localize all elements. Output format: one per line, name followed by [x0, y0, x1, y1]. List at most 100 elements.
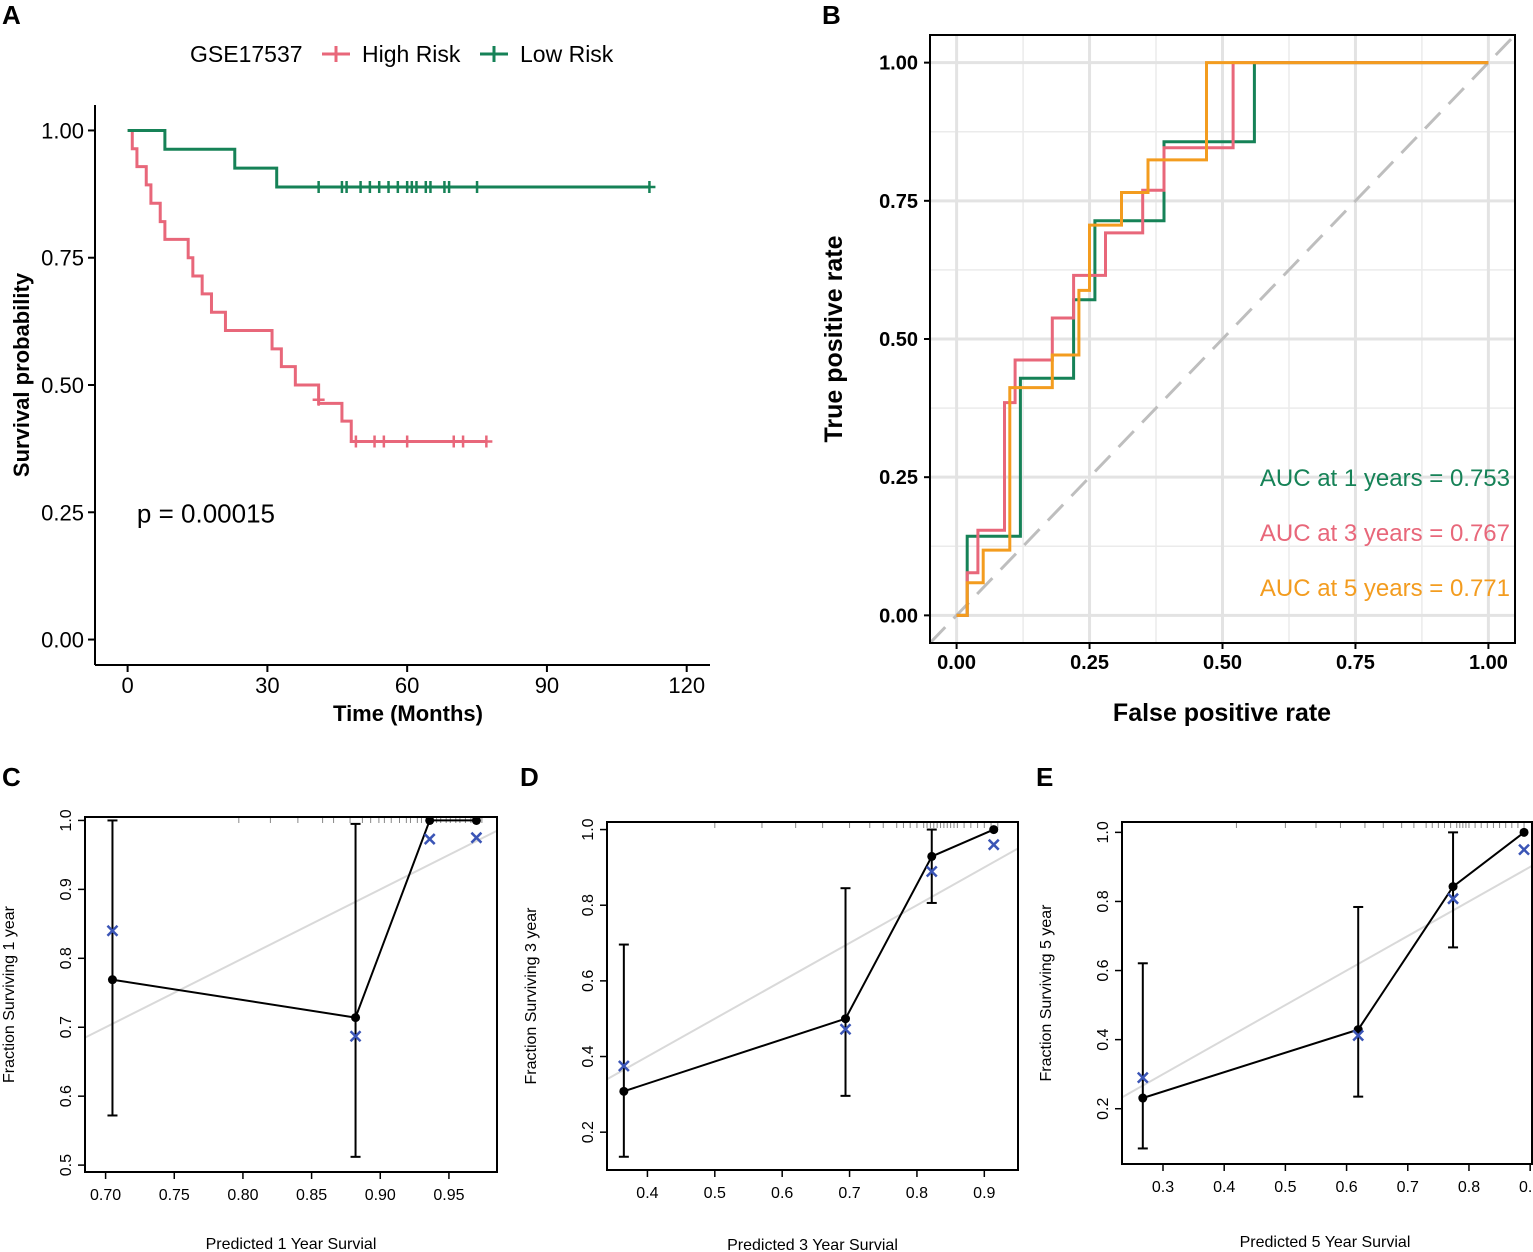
- plot-border: [606, 821, 1019, 1171]
- legend-label: Low Risk: [520, 41, 614, 67]
- censor-mark: [349, 435, 362, 448]
- bias-corrected-mark: [617, 1060, 630, 1072]
- bias-corrected-mark: [470, 831, 483, 844]
- observed-line: [1142, 831, 1525, 1099]
- roc-curve-1-year: [956, 61, 1489, 617]
- y-axis-title: Fraction Surviving 5 year: [1038, 904, 1055, 1082]
- roc-curve-5-year: [956, 61, 1489, 617]
- x-tick-label: 0.8: [906, 1185, 928, 1202]
- x-tick-label: 0.9: [1519, 1179, 1533, 1196]
- x-tick-label: 0.3: [1152, 1179, 1174, 1196]
- censor-mark: [401, 435, 414, 448]
- x-tick-label: 120: [668, 673, 705, 698]
- x-tick-label: 0.4: [1213, 1179, 1235, 1196]
- panel-label-d: D: [520, 762, 539, 792]
- observed-line: [623, 828, 995, 1093]
- y-tick-label: 0.5: [58, 1154, 75, 1176]
- p-value-annotation: p = 0.00015: [137, 498, 275, 528]
- y-tick-label: 0.8: [1095, 890, 1112, 912]
- panel-d-calibration-plot: 0.2 0.4 0.6 0.8 1.0 0.4 0.5 0.6 0.7 0.8 0.9 Predict…: [523, 818, 1019, 1252]
- x-tick-label: 0.8: [1458, 1179, 1480, 1196]
- x-tick-label: 0.75: [1336, 652, 1375, 674]
- x-tick-label: 0.7: [1397, 1179, 1419, 1196]
- bias-corrected-mark: [987, 838, 1000, 851]
- x-axis-title: False positive rate: [1113, 699, 1331, 727]
- y-tick-label: 1.0: [58, 809, 75, 831]
- censor-mark: [480, 435, 493, 448]
- censor-mark: [312, 393, 325, 406]
- x-tick-label: 0.6: [1335, 1179, 1357, 1196]
- x-tick-label: 60: [395, 673, 419, 698]
- x-tick-label: 0: [121, 673, 133, 698]
- observed-point: [351, 1013, 361, 1023]
- observed-point: [841, 1014, 851, 1024]
- observed-point: [619, 1086, 629, 1096]
- censor-mark: [643, 180, 656, 193]
- x-tick-label: 0.7: [838, 1185, 860, 1202]
- survival-curve-low-risk: [127, 128, 650, 189]
- y-tick-label: 0.6: [58, 1085, 75, 1107]
- y-tick-label: 0.4: [1095, 1028, 1112, 1050]
- x-tick-label: 0.00: [937, 652, 976, 674]
- plot-border: [1121, 821, 1533, 1165]
- x-tick-label: 0.95: [433, 1187, 464, 1204]
- bias-corrected-mark: [106, 924, 119, 937]
- panel-e-calibration-plot: 0.2 0.4 0.6 0.8 1.0 0.3 0.4 0.5 0.6 0.7 0.8 0.9 Pred…: [1038, 821, 1533, 1251]
- censor-mark: [312, 180, 325, 193]
- y-tick-label: 0.6: [1095, 959, 1112, 981]
- x-axis-title: Predicted 5 Year Survial: [1240, 1234, 1411, 1251]
- y-tick-label: 0.75: [41, 246, 84, 271]
- x-tick-label: 0.5: [1274, 1179, 1296, 1196]
- bias-corrected-mark: [1352, 1029, 1365, 1042]
- x-tick-label: 0.85: [296, 1187, 327, 1204]
- y-tick-label: 1.00: [879, 53, 918, 75]
- ideal-line: [606, 847, 1019, 1081]
- x-tick-label: 0.25: [1070, 652, 1109, 674]
- x-tick-label: 90: [535, 673, 559, 698]
- bias-corrected-mark: [349, 1030, 362, 1043]
- y-tick-label: 0.8: [58, 947, 75, 969]
- x-tick-label: 0.6: [771, 1185, 793, 1202]
- x-tick-label: 0.5: [704, 1185, 726, 1202]
- x-tick-label: 0.90: [365, 1187, 396, 1204]
- y-tick-label: 0.25: [879, 467, 918, 489]
- censor-mark: [471, 180, 484, 193]
- y-tick-label: 0.25: [41, 500, 84, 525]
- y-tick-label: 0.7: [58, 1016, 75, 1038]
- x-axis-title: Time (Months): [333, 701, 483, 726]
- observed-point: [989, 825, 999, 835]
- x-axis-title: Predicted 3 Year Survial: [727, 1237, 898, 1252]
- y-axis-title: Fraction Surviving 3 year: [523, 907, 540, 1085]
- y-axis-title: Survival probability: [9, 272, 34, 477]
- x-tick-label: 0.80: [227, 1187, 258, 1204]
- ideal-line: [1121, 865, 1533, 1099]
- y-tick-label: 1.0: [1095, 821, 1112, 843]
- x-axis-title: Predicted 1 Year Survial: [206, 1236, 377, 1252]
- x-tick-label: 0.50: [1203, 652, 1242, 674]
- panel-label-b: B: [822, 0, 841, 30]
- observed-point: [425, 815, 435, 825]
- y-tick-label: 0.00: [879, 605, 918, 627]
- y-tick-label: 1.0: [580, 818, 597, 840]
- y-tick-label: 0.2: [1095, 1098, 1112, 1120]
- y-axis-title: Fraction Surviving 1 year: [1, 905, 18, 1083]
- y-tick-label: 0.2: [580, 1121, 597, 1143]
- legend-title: GSE17537: [190, 41, 303, 67]
- y-tick-label: 0.00: [41, 628, 84, 653]
- auc-label: AUC at 3 years = 0.767: [1260, 520, 1510, 547]
- x-tick-label: 1.00: [1469, 652, 1508, 674]
- x-tick-label: 0.70: [90, 1187, 121, 1204]
- ideal-line: [84, 829, 498, 1039]
- survival-curve-high-risk: [127, 128, 487, 444]
- observed-line: [112, 819, 477, 1019]
- x-tick-label: 0.9: [973, 1185, 995, 1202]
- observed-point: [1448, 882, 1458, 892]
- plot-border: [84, 816, 498, 1173]
- roc-curve-3-year: [956, 61, 1489, 617]
- y-tick-label: 0.75: [879, 191, 918, 213]
- observed-point: [1519, 827, 1529, 837]
- observed-point: [1138, 1093, 1148, 1103]
- reference-diagonal: [928, 33, 1517, 645]
- panel-label-c: C: [2, 762, 21, 792]
